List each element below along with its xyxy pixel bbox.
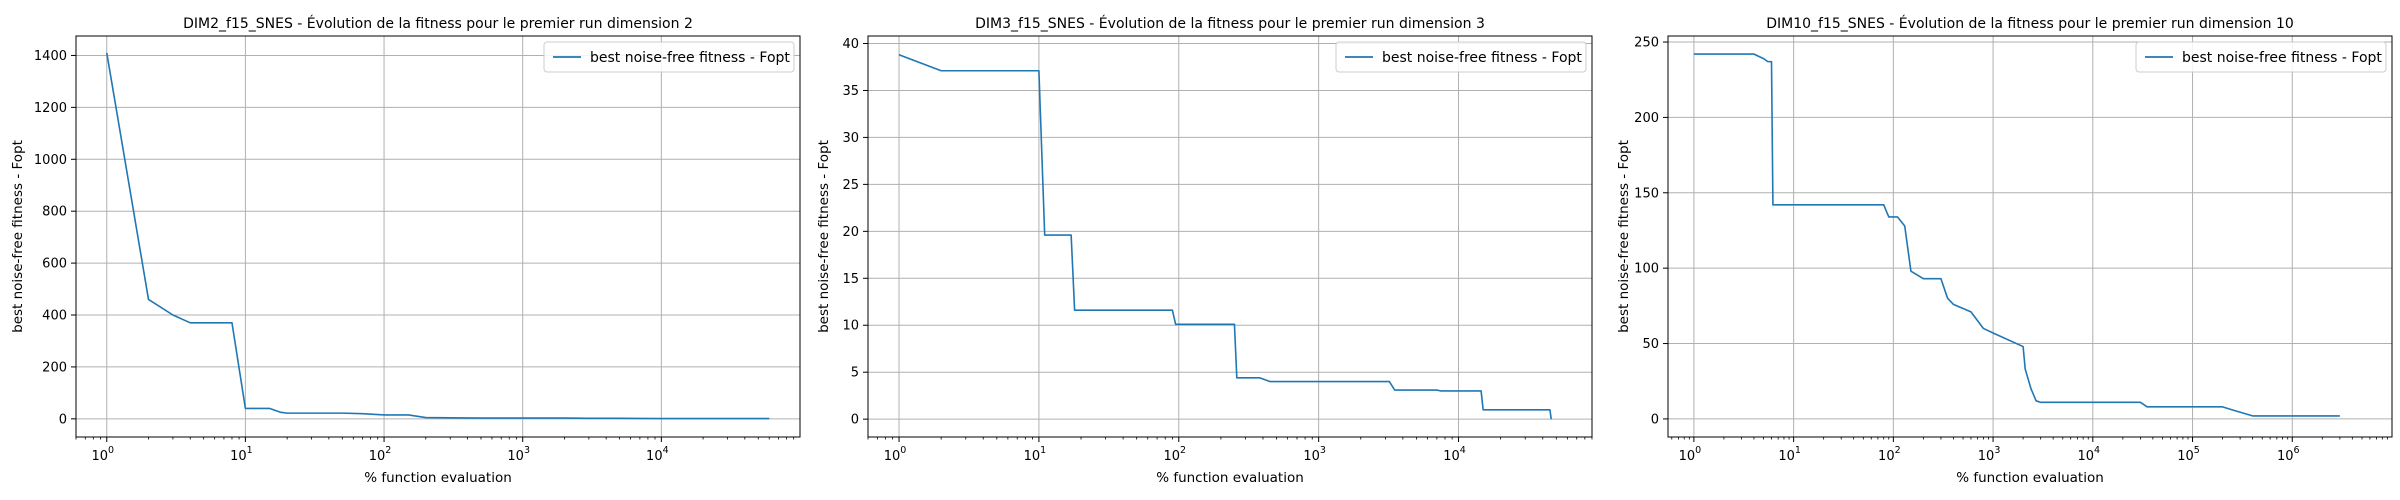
y-tick-label: 150 xyxy=(1634,186,1659,201)
axes-frame xyxy=(1667,35,2393,438)
y-tick-label: 600 xyxy=(42,257,67,272)
x-tick-label: 100 xyxy=(91,445,114,464)
x-tick-label: 100 xyxy=(1679,445,1702,464)
y-tick-label: 1000 xyxy=(34,153,67,168)
x-tick-label: 106 xyxy=(2277,445,2300,464)
x-tick-label: 101 xyxy=(1778,445,1801,464)
x-tick-label: 104 xyxy=(646,445,669,464)
y-tick-label: 200 xyxy=(42,360,67,375)
y-tick-label: 35 xyxy=(842,84,859,99)
x-tick-label: 103 xyxy=(1303,445,1326,464)
axes-frame xyxy=(75,35,801,438)
legend-box xyxy=(2135,41,2387,73)
y-tick-label: 50 xyxy=(1642,337,1659,352)
y-axis-label: best noise-free fitness - Fopt xyxy=(10,140,26,333)
y-tick-label: 400 xyxy=(42,309,67,324)
legend-box xyxy=(543,41,795,73)
y-tick-label: 40 xyxy=(842,37,859,52)
chart-panel-2: 100 101 102 103 104 0 5 10 15 20 25 30 35 40 DIM3_f15_… xyxy=(816,15,1593,486)
chart-panel-3: 100 101 102 103 104 105 106 0 50 100 150 200 250 DIM1… xyxy=(1616,15,2393,486)
series-line xyxy=(1693,53,2340,417)
plot-area xyxy=(76,36,800,437)
legend: best noise-free fitness - Fopt xyxy=(2135,41,2387,73)
x-tick-label: 100 xyxy=(884,445,907,464)
x-axis-label: % function evaluation xyxy=(1956,470,2104,486)
legend: best noise-free fitness - Fopt xyxy=(543,41,795,73)
series-line xyxy=(105,52,770,420)
x-tick-label: 101 xyxy=(230,445,253,464)
chart-title: DIM2_f15_SNES - Évolution de la fitness … xyxy=(183,15,693,32)
y-tick-label: 25 xyxy=(842,178,859,193)
legend-label: best noise-free fitness - Fopt xyxy=(590,50,790,66)
y-tick-label: 30 xyxy=(842,131,859,146)
plot-area xyxy=(1668,36,2392,437)
y-tick-label: 0 xyxy=(1651,412,1659,427)
y-tick-label: 1400 xyxy=(34,49,67,64)
y-axis-label: best noise-free fitness - Fopt xyxy=(1616,140,1632,333)
legend-box xyxy=(1335,41,1587,73)
x-tick-label: 102 xyxy=(1163,445,1186,464)
x-axis-label: % function evaluation xyxy=(1156,470,1304,486)
legend: best noise-free fitness - Fopt xyxy=(1335,41,1587,73)
y-tick-label: 0 xyxy=(59,412,67,427)
y-tick-label: 800 xyxy=(42,205,67,220)
series-line xyxy=(898,54,1553,420)
chart-title: DIM3_f15_SNES - Évolution de la fitness … xyxy=(975,15,1485,32)
x-tick-label: 104 xyxy=(1443,445,1466,464)
axes-frame xyxy=(867,35,1593,438)
x-tick-label: 104 xyxy=(2078,445,2101,464)
plot-area xyxy=(868,36,1592,437)
y-tick-label: 250 xyxy=(1634,36,1659,51)
y-tick-label: 5 xyxy=(851,366,859,381)
x-tick-label: 101 xyxy=(1024,445,1047,464)
chart-title: DIM10_f15_SNES - Évolution de la fitness… xyxy=(1766,15,2294,32)
y-tick-label: 15 xyxy=(842,272,859,287)
x-tick-label: 102 xyxy=(1878,445,1901,464)
x-tick-label: 102 xyxy=(369,445,392,464)
y-tick-label: 1200 xyxy=(34,101,67,116)
x-tick-label: 103 xyxy=(1978,445,2001,464)
x-tick-label: 105 xyxy=(2177,445,2200,464)
x-tick-label: 103 xyxy=(507,445,530,464)
y-tick-label: 0 xyxy=(851,413,859,428)
y-tick-label: 200 xyxy=(1634,111,1659,126)
chart-panel-1: 100 101 102 103 104 0 200 400 600 800 1000 1200 1400… xyxy=(10,15,801,486)
y-tick-label: 10 xyxy=(842,319,859,334)
x-axis-label: % function evaluation xyxy=(364,470,512,486)
y-axis-label: best noise-free fitness - Fopt xyxy=(816,140,832,333)
legend-label: best noise-free fitness - Fopt xyxy=(2182,50,2382,66)
legend-label: best noise-free fitness - Fopt xyxy=(1382,50,1582,66)
y-tick-label: 20 xyxy=(842,225,859,240)
y-tick-label: 100 xyxy=(1634,262,1659,277)
